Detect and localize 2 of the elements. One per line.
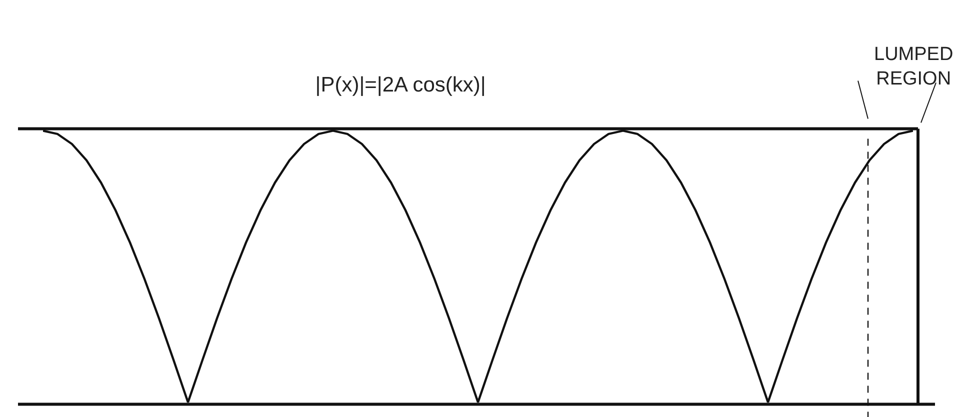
chart-title: |P(x)|=|2A cos(kx)| <box>315 74 486 97</box>
text: LUMPED REGION <box>874 44 954 90</box>
